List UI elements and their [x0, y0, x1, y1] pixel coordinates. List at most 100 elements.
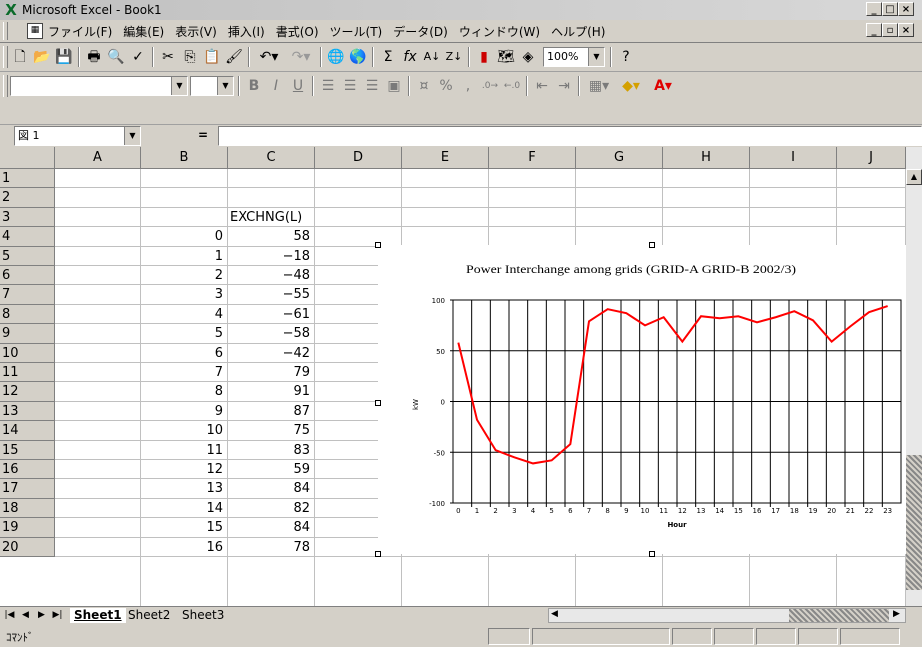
borders-icon[interactable]: ▦▾: [588, 78, 610, 94]
cell-c17[interactable]: 84: [293, 481, 310, 497]
web-toolbar-icon[interactable]: 🌎: [349, 49, 367, 65]
italic-icon[interactable]: I: [273, 78, 279, 94]
embedded-chart[interactable]: Power Interchange among grids (GRID-A GR…: [378, 245, 906, 554]
row-header-7[interactable]: 7: [0, 285, 55, 305]
font-color-icon[interactable]: A▾: [654, 78, 672, 94]
row-header-16[interactable]: 16: [0, 460, 55, 480]
cell-b15[interactable]: 11: [206, 442, 223, 458]
column-header-f[interactable]: F: [489, 147, 576, 169]
underline-icon[interactable]: U: [292, 78, 304, 94]
merge-center-icon[interactable]: ▣: [387, 78, 401, 94]
chevron-down-icon[interactable]: ▼: [171, 77, 187, 95]
align-left-icon[interactable]: ☰: [321, 78, 335, 94]
row-header-18[interactable]: 18: [0, 498, 55, 519]
currency-icon[interactable]: ¤: [419, 78, 429, 94]
column-header-j[interactable]: J: [837, 147, 906, 169]
close-button[interactable]: ×: [898, 2, 914, 16]
chevron-down-icon[interactable]: ▼: [217, 77, 233, 95]
redo-icon[interactable]: ↷▾: [291, 49, 311, 65]
decrease-indent-icon[interactable]: ⇤: [536, 78, 548, 94]
cell-b17[interactable]: 13: [206, 481, 223, 497]
row-header-17[interactable]: 17: [0, 479, 55, 499]
cell-c6[interactable]: −48: [282, 268, 310, 283]
comma-icon[interactable]: ,: [465, 78, 471, 94]
chart-resize-handle[interactable]: [649, 242, 655, 248]
drawing-icon[interactable]: ◈: [522, 49, 534, 65]
scroll-thumb[interactable]: [906, 455, 922, 590]
cell-b6[interactable]: 2: [214, 268, 223, 283]
name-box[interactable]: 図 1 ▼: [14, 126, 141, 146]
cell-c3[interactable]: EXCHNG(L): [230, 209, 303, 225]
row-header-1[interactable]: 1: [0, 169, 55, 189]
chart-resize-handle[interactable]: [375, 551, 381, 557]
menu-item[interactable]: ヘルプ(H): [551, 25, 606, 39]
column-header-c[interactable]: C: [228, 147, 315, 169]
chart-resize-handle[interactable]: [375, 400, 381, 406]
cell-c16[interactable]: 59: [293, 462, 310, 477]
first-sheet-button[interactable]: |◀: [4, 610, 15, 620]
row-header-10[interactable]: 10: [0, 343, 55, 363]
percent-icon[interactable]: %: [439, 78, 453, 94]
chart-wizard-icon[interactable]: ▮: [480, 49, 488, 65]
cell-c9[interactable]: −58: [282, 326, 310, 342]
column-header-b[interactable]: B: [141, 147, 228, 169]
cell-b20[interactable]: 16: [206, 539, 223, 555]
menu-item[interactable]: ファイル(F): [48, 25, 113, 39]
document-icon[interactable]: ▦: [27, 23, 43, 39]
row-header-11[interactable]: 11: [0, 363, 55, 383]
column-header-a[interactable]: A: [55, 147, 141, 169]
doc-close-button[interactable]: ×: [898, 23, 914, 37]
open-icon[interactable]: 📂: [33, 49, 51, 65]
cell-c12[interactable]: 91: [293, 384, 310, 400]
print-icon[interactable]: 🖶: [87, 49, 101, 65]
chart-resize-handle[interactable]: [375, 242, 381, 248]
align-right-icon[interactable]: ☰: [365, 78, 379, 94]
row-header-20[interactable]: 20: [0, 537, 55, 557]
cell-b10[interactable]: 6: [214, 345, 223, 361]
sheet-tab-sheet2[interactable]: Sheet2: [128, 608, 171, 622]
increase-decimal-icon[interactable]: .0→: [481, 81, 499, 91]
chevron-down-icon[interactable]: ▼: [588, 48, 604, 66]
zoom-select[interactable]: 100% ▼: [543, 47, 605, 67]
font-size-select[interactable]: ▼: [190, 76, 234, 96]
chart-svg[interactable]: Power Interchange among grids (GRID-A GR…: [378, 245, 906, 554]
cell-c20[interactable]: 78: [293, 539, 310, 555]
scroll-right-button[interactable]: ▶: [893, 609, 900, 619]
horizontal-scrollbar[interactable]: ◀ ▶: [548, 608, 906, 623]
row-header-13[interactable]: 13: [0, 401, 55, 422]
column-header-d[interactable]: D: [315, 147, 402, 169]
fill-color-icon[interactable]: ◆▾: [622, 78, 640, 94]
horizontal-scroll-thumb[interactable]: [789, 609, 889, 622]
menubar-grip[interactable]: [3, 22, 8, 40]
row-header-14[interactable]: 14: [0, 421, 55, 441]
column-header-e[interactable]: E: [402, 147, 489, 169]
select-all-button[interactable]: [0, 147, 55, 169]
toolbar-grip[interactable]: [3, 75, 8, 97]
cell-b7[interactable]: 3: [214, 287, 223, 303]
column-header-h[interactable]: H: [663, 147, 750, 169]
cell-c13[interactable]: 87: [293, 403, 310, 419]
menu-item[interactable]: 挿入(I): [227, 25, 265, 39]
office-assistant-icon[interactable]: ?: [622, 49, 630, 65]
sheet-tab-sheet3[interactable]: Sheet3: [182, 608, 225, 622]
row-header-12[interactable]: 12: [0, 382, 55, 402]
menu-item[interactable]: 編集(E): [123, 25, 165, 39]
prev-sheet-button[interactable]: ◀: [22, 610, 29, 620]
menu-item[interactable]: ウィンドウ(W): [458, 25, 541, 39]
toolbar-grip[interactable]: [3, 46, 8, 68]
cell-b16[interactable]: 12: [206, 462, 223, 477]
cell-b11[interactable]: 7: [214, 365, 223, 380]
cell-b5[interactable]: 1: [214, 248, 223, 264]
row-header-8[interactable]: 8: [0, 304, 55, 325]
spelling-icon[interactable]: ✓: [132, 49, 144, 65]
paste-icon[interactable]: 📋: [203, 49, 221, 65]
menu-item[interactable]: 表示(V): [175, 25, 217, 39]
sort-descending-icon[interactable]: Z↓: [445, 50, 463, 63]
map-icon[interactable]: 🗺: [497, 49, 515, 65]
cell-c8[interactable]: −61: [282, 306, 310, 322]
chart-resize-handle[interactable]: [649, 551, 655, 557]
column-header-g[interactable]: G: [576, 147, 663, 169]
doc-minimize-button[interactable]: _: [866, 23, 882, 37]
cell-b13[interactable]: 9: [214, 403, 223, 419]
